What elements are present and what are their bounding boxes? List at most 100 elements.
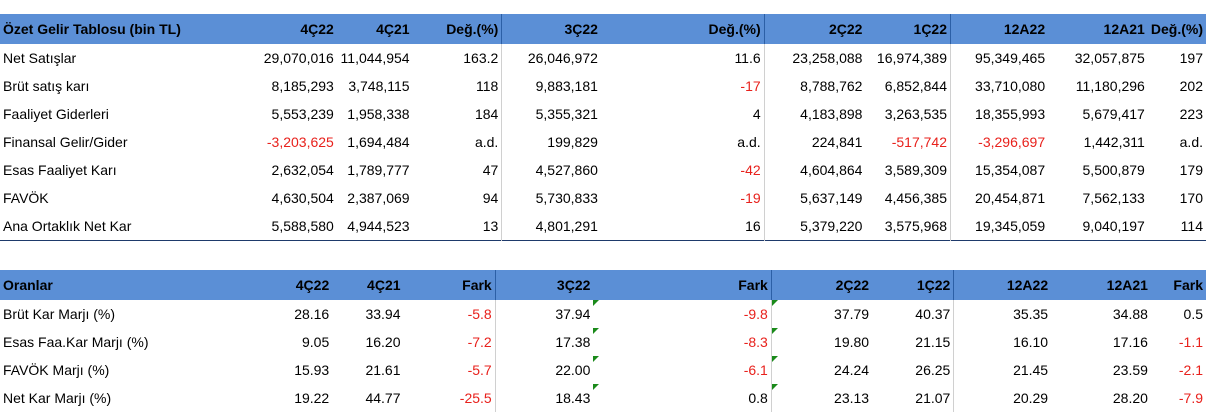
ratio-cell: 44.77 bbox=[365, 390, 401, 406]
income-cell: 95,349,465 bbox=[950, 44, 1049, 72]
ratio-cell: 21.61 bbox=[365, 362, 401, 378]
income-cell: 19,345,059 bbox=[950, 212, 1049, 241]
income-cell: 5,553,239 bbox=[271, 106, 334, 122]
ratio-header-cell: Fark bbox=[403, 270, 496, 300]
ratio-row-label: Esas Faa.Kar Marjı (%) bbox=[3, 334, 149, 350]
income-row-label: Finansal Gelir/Gider bbox=[3, 134, 128, 150]
ratio-cell: 28.16 bbox=[294, 306, 330, 322]
ratio-row: FAVÖK Marjı (%) 15.93 21.61 -5.7 22.00 -6.1 24… bbox=[0, 356, 1206, 384]
income-header-cell: 4Ç21 bbox=[336, 14, 413, 44]
income-cell: 4,801,291 bbox=[501, 212, 601, 241]
income-row: Finansal Gelir/Gider -3,203,625 1,694,484 a… bbox=[0, 128, 1206, 156]
income-cell: 197 bbox=[1179, 50, 1203, 66]
income-cell: 11,180,296 bbox=[1075, 78, 1145, 94]
ratio-cell: 0.5 bbox=[1183, 306, 1203, 322]
ratio-row: Brüt Kar Marjı (%) 28.16 33.94 -5.8 37.94 -9.… bbox=[0, 300, 1206, 328]
income-cell: 1,789,777 bbox=[347, 162, 410, 178]
income-cell: 5,637,149 bbox=[763, 184, 866, 212]
income-cell: 199,829 bbox=[501, 128, 601, 156]
income-cell: 5,355,321 bbox=[501, 100, 601, 128]
income-header-cell: Değ.(%) bbox=[412, 14, 502, 44]
ratio-cell: 33.94 bbox=[365, 306, 401, 322]
income-cell: 26,046,972 bbox=[501, 44, 601, 72]
income-cell: 6,852,844 bbox=[884, 78, 947, 94]
ratio-header-cell: 4Ç22 bbox=[170, 270, 333, 300]
ratio-cell: -25.5 bbox=[459, 390, 492, 406]
ratio-cell: 37.79 bbox=[770, 300, 873, 328]
income-cell: 4 bbox=[752, 106, 761, 122]
income-statement-table: Özet Gelir Tablosu (bin TL) 4Ç22 4Ç21 Değ.(… bbox=[0, 14, 1206, 241]
income-header-cell: 3Ç22 bbox=[501, 14, 601, 44]
income-cell: 8,185,293 bbox=[271, 78, 334, 94]
income-header-cell: 12A22 bbox=[950, 14, 1049, 44]
ratio-cell: 23.59 bbox=[1112, 362, 1148, 378]
ratio-cell: 18.43 bbox=[494, 384, 594, 412]
ratio-cell: 34.88 bbox=[1112, 306, 1148, 322]
income-cell: 202 bbox=[1179, 78, 1203, 94]
income-cell: 7,562,133 bbox=[1082, 190, 1145, 206]
income-cell: 170 bbox=[1179, 190, 1203, 206]
income-cell: -19 bbox=[740, 190, 761, 206]
income-cell: a.d. bbox=[1179, 134, 1203, 150]
ratio-header-row: Oranlar 4Ç22 4Ç21 Fark 3Ç22 Fark 2Ç22 1Ç22 12A22… bbox=[0, 270, 1206, 300]
income-cell: 15,354,087 bbox=[950, 156, 1049, 184]
income-cell: 179 bbox=[1179, 162, 1203, 178]
ratio-cell: 24.24 bbox=[770, 356, 873, 384]
income-cell: 5,730,833 bbox=[501, 184, 601, 212]
income-cell: 5,679,417 bbox=[1082, 106, 1145, 122]
ratio-cell: -6.1 bbox=[593, 356, 771, 384]
ratio-cell: 40.37 bbox=[915, 306, 951, 322]
ratio-header-cell: 1Ç22 bbox=[872, 270, 954, 300]
income-cell: 223 bbox=[1179, 106, 1203, 122]
income-cell: 13 bbox=[482, 218, 499, 234]
income-cell: 3,575,968 bbox=[884, 218, 947, 234]
income-cell: 224,841 bbox=[763, 128, 866, 156]
ratio-cell: 16.10 bbox=[953, 328, 1052, 356]
ratio-cell: 21.15 bbox=[915, 334, 951, 350]
income-cell: -17 bbox=[740, 78, 761, 94]
income-cell: 11.6 bbox=[734, 50, 761, 66]
ratio-cell: 0.8 bbox=[593, 384, 771, 412]
income-row: Esas Faaliyet Karı 2,632,054 1,789,777 47 4,… bbox=[0, 156, 1206, 184]
income-cell: -3,203,625 bbox=[266, 134, 334, 150]
ratio-row-label: Brüt Kar Marjı (%) bbox=[3, 306, 116, 322]
ratio-cell: -5.8 bbox=[467, 306, 492, 322]
income-cell: 5,588,580 bbox=[271, 218, 334, 234]
ratio-cell: -7.9 bbox=[1178, 390, 1203, 406]
income-header-cell: Değ.(%) bbox=[1147, 14, 1206, 44]
income-header-cell: Özet Gelir Tablosu (bin TL) bbox=[0, 14, 184, 44]
ratio-header-cell: 2Ç22 bbox=[770, 270, 873, 300]
income-cell: 118 bbox=[475, 78, 499, 94]
ratio-header-cell: 12A21 bbox=[1051, 270, 1151, 300]
income-cell: 1,694,484 bbox=[347, 134, 410, 150]
ratio-cell: -1.1 bbox=[1178, 334, 1203, 350]
ratio-cell: 26.25 bbox=[915, 362, 951, 378]
income-row: Faaliyet Giderleri 5,553,239 1,958,338 184 5… bbox=[0, 100, 1206, 128]
ratio-cell: -8.3 bbox=[593, 328, 771, 356]
income-cell: 5,500,879 bbox=[1082, 162, 1145, 178]
income-row-label: Faaliyet Giderleri bbox=[3, 106, 109, 122]
ratio-cell: 15.93 bbox=[294, 362, 330, 378]
income-cell: -3,296,697 bbox=[950, 128, 1049, 156]
income-cell: 3,589,309 bbox=[884, 162, 947, 178]
income-cell: 8,788,762 bbox=[763, 72, 866, 100]
ratio-cell: 23.13 bbox=[770, 384, 873, 412]
income-cell: 2,387,069 bbox=[347, 190, 410, 206]
income-header-cell: 12A21 bbox=[1048, 14, 1148, 44]
income-cell: a.d. bbox=[474, 134, 499, 150]
ratio-cell: 17.16 bbox=[1112, 334, 1148, 350]
ratio-cell: -9.8 bbox=[593, 300, 771, 328]
ratio-cell: -7.2 bbox=[467, 334, 492, 350]
income-cell: 4,456,385 bbox=[884, 190, 947, 206]
ratio-header-cell: 4Ç21 bbox=[332, 270, 404, 300]
income-cell: 4,944,523 bbox=[347, 218, 410, 234]
income-cell: -517,742 bbox=[891, 134, 947, 150]
income-cell: 18,355,993 bbox=[950, 100, 1049, 128]
income-row: Ana Ortaklık Net Kar 5,588,580 4,944,523 13… bbox=[0, 212, 1206, 241]
income-header-cell: Değ.(%) bbox=[600, 14, 765, 44]
ratio-cell: 21.07 bbox=[915, 390, 951, 406]
income-header-cell: 4Ç22 bbox=[183, 14, 337, 44]
ratio-row: Esas Faa.Kar Marjı (%) 9.05 16.20 -7.2 17.38… bbox=[0, 328, 1206, 356]
ratio-cell: 22.00 bbox=[494, 356, 594, 384]
ratio-cell: 21.45 bbox=[953, 356, 1052, 384]
